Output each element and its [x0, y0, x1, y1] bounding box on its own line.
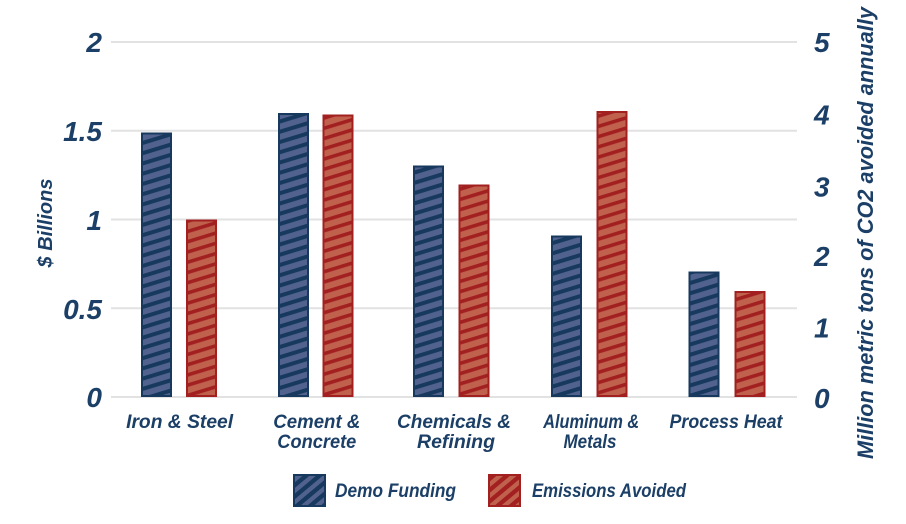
svg-text:0: 0	[86, 382, 102, 413]
svg-text:5: 5	[814, 27, 830, 58]
svg-text:2: 2	[813, 241, 830, 272]
svg-text:1.5: 1.5	[63, 116, 102, 147]
svg-text:$ Billions: $ Billions	[35, 179, 57, 269]
svg-text:2: 2	[85, 27, 102, 58]
svg-text:1: 1	[814, 313, 830, 344]
svg-text:4: 4	[813, 100, 830, 131]
svg-text:Refining: Refining	[417, 432, 495, 453]
svg-text:0.5: 0.5	[63, 294, 102, 325]
svg-text:Aluminum &: Aluminum &	[542, 412, 639, 433]
svg-text:Million metric tons of CO2 avo: Million metric tons of CO2 avoided annua…	[853, 6, 878, 459]
svg-text:1: 1	[86, 205, 102, 236]
svg-text:3: 3	[814, 172, 830, 203]
svg-text:Process Heat: Process Heat	[670, 412, 784, 433]
svg-text:Chemicals &: Chemicals &	[397, 412, 511, 433]
svg-text:Iron & Steel: Iron & Steel	[126, 412, 234, 433]
svg-text:Cement &: Cement &	[273, 412, 360, 433]
svg-text:Demo Funding: Demo Funding	[335, 481, 456, 502]
svg-text:Emissions Avoided: Emissions Avoided	[532, 481, 686, 502]
svg-text:Metals: Metals	[564, 432, 617, 453]
svg-text:Concrete: Concrete	[277, 432, 356, 453]
svg-text:0: 0	[814, 383, 830, 414]
